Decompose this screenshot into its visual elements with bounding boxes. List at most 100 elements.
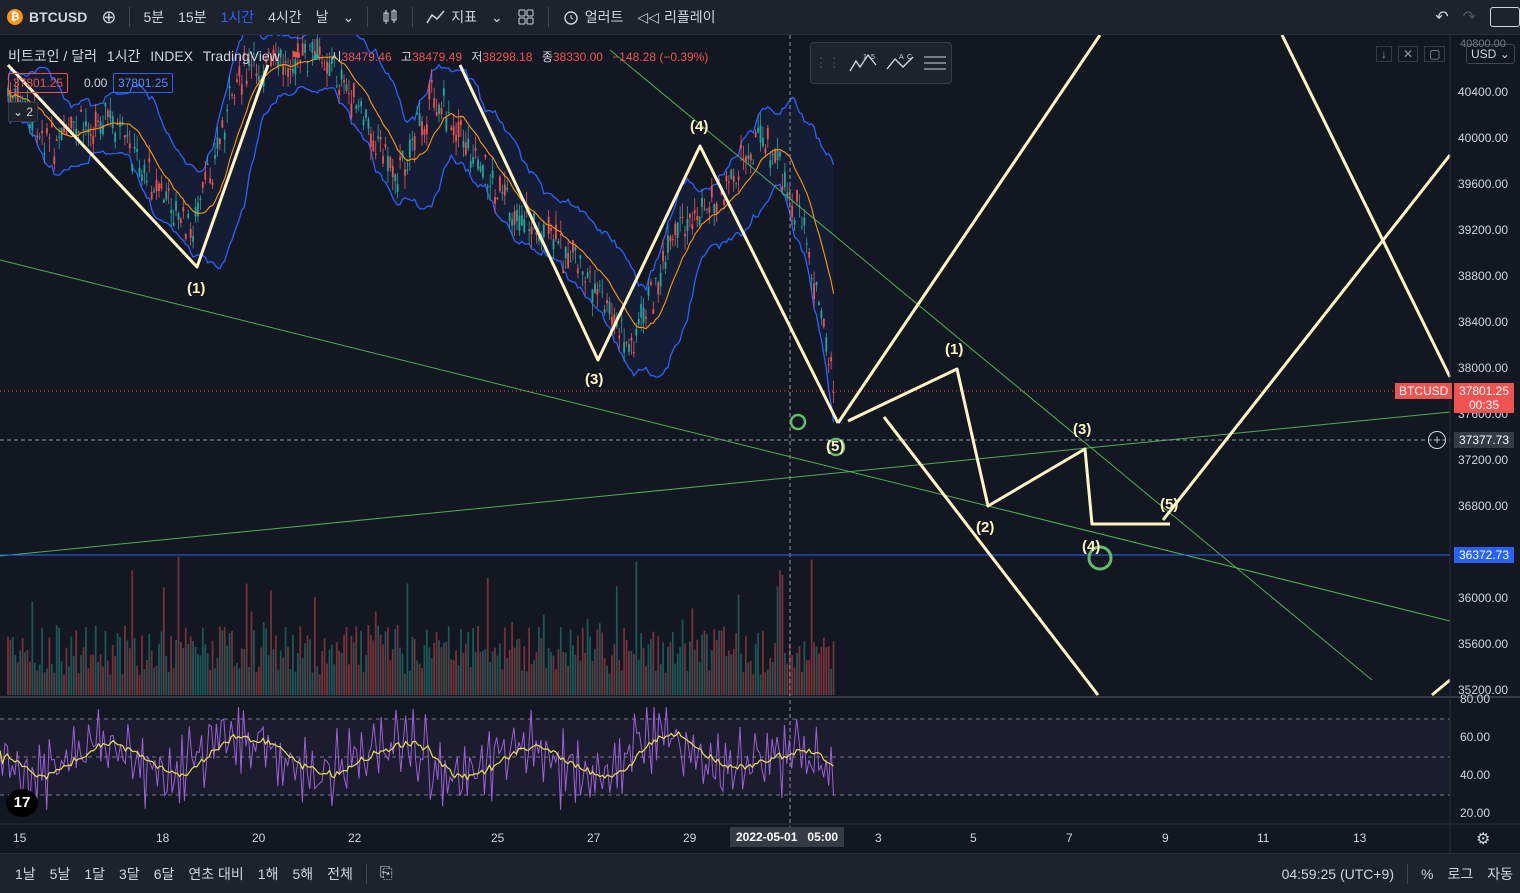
marker-circle[interactable] [826, 437, 846, 457]
range-button[interactable]: 전체 [327, 865, 353, 882]
wave-left-path[interactable] [6, 63, 270, 269]
bid-price-box[interactable]: 37801.25 [8, 73, 69, 93]
wave-label: (3) [585, 371, 603, 388]
range-button[interactable]: 1달 [84, 865, 106, 882]
undo-icon[interactable]: ↶ [1435, 9, 1449, 26]
legend-title[interactable]: 비트코인 / 달러 [8, 48, 97, 64]
crosshair-plus-icon[interactable]: + [1428, 431, 1446, 449]
ask-price-box[interactable]: 37801.25 [113, 73, 174, 93]
trendline-up[interactable] [0, 411, 1451, 557]
indicators-chevron-down-icon[interactable]: ⌄ [491, 8, 503, 25]
volume-bar [445, 641, 448, 695]
percent-toggle[interactable]: % [1421, 865, 1434, 882]
candle-body [579, 255, 582, 259]
volume-bar [330, 644, 333, 695]
candle-body [625, 342, 628, 344]
close-icon[interactable]: ✕ [1398, 46, 1419, 62]
compare-add-icon[interactable]: ⊕ [101, 6, 117, 27]
rsi-axis[interactable]: 80.00 60.00 40.00 20.00 [1450, 690, 1520, 820]
volume-bar [530, 664, 533, 695]
alert-label: 얼러트 [584, 9, 624, 25]
volume-bar [316, 666, 319, 695]
range-button[interactable]: 1해 [257, 865, 279, 882]
wave-channel-tail[interactable] [1431, 678, 1451, 697]
indicators-button[interactable]: 지표 [419, 0, 484, 34]
wave-projection-path[interactable] [847, 367, 1170, 526]
candle-body [9, 90, 12, 105]
tradingview-logo[interactable]: 17 [6, 789, 38, 817]
volume-bar [464, 643, 467, 695]
interval-15m[interactable]: 15분 [178, 9, 207, 25]
interval-1d[interactable]: 날 [315, 9, 329, 25]
price-tick-label: 35200.00 [1458, 683, 1509, 697]
last-price-tag: 37801.25 00:35 [1454, 383, 1514, 413]
volume-bar [508, 649, 511, 695]
layout-grid-icon[interactable] [510, 0, 542, 34]
candle-body [111, 116, 114, 129]
volume-bar [499, 643, 501, 695]
volume-bar [664, 672, 667, 695]
elliott-correction-icon[interactable]: A C [885, 51, 915, 75]
time-axis[interactable]: 15 18 20 22 25 27 29 3 5 7 9 11 13 [0, 825, 1450, 851]
redo-icon[interactable]: ↷ [1462, 9, 1476, 26]
wave-channel-up-1[interactable] [836, 35, 1102, 424]
auto-toggle[interactable]: 자동 [1487, 865, 1513, 882]
volume-bar [735, 633, 738, 695]
candle-body [377, 136, 380, 139]
time-tick-label: 18 [156, 831, 170, 845]
layout-box-icon[interactable] [1483, 0, 1520, 34]
settings-gear-icon[interactable]: ⚙ [1476, 831, 1491, 848]
candle-body [104, 102, 107, 107]
interval-4h[interactable]: 4시간 [268, 9, 302, 25]
candle-body [94, 111, 97, 128]
interval-dropdown-chevron-down-icon[interactable]: ⌄ [342, 8, 355, 25]
marker-circle[interactable] [789, 413, 807, 431]
candle-body [742, 158, 745, 161]
candle-body [815, 281, 818, 286]
candle-body [240, 84, 243, 95]
wave-channel-down-2[interactable] [1280, 35, 1452, 378]
marker-circle[interactable] [1087, 545, 1113, 571]
studies-toggle[interactable]: ⌄ 2 [8, 102, 39, 122]
log-toggle[interactable]: 로그 [1447, 865, 1474, 882]
interval-5m[interactable]: 5분 [143, 9, 165, 25]
candle-body [774, 150, 777, 163]
wave-main-path[interactable] [458, 64, 840, 424]
flag-icon[interactable]: ⚑ [289, 48, 303, 64]
trendline-steep[interactable] [609, 49, 1373, 681]
volume-bar [362, 672, 365, 695]
symbol-search[interactable]: ₿ BTCUSD [0, 0, 94, 34]
candles-style-icon[interactable] [374, 0, 406, 34]
volume-bar [343, 635, 345, 695]
volume-bar [92, 654, 95, 695]
volume-bar [786, 663, 789, 695]
candle-body [345, 84, 348, 91]
range-button[interactable]: 1날 [15, 865, 36, 882]
volume-bar [245, 583, 248, 695]
maximize-icon[interactable]: ▢ [1424, 46, 1446, 62]
rsi-tick-label: 60.00 [1460, 730, 1491, 744]
candle-body [537, 233, 540, 241]
candle-body [762, 137, 764, 147]
range-button[interactable]: 5해 [292, 865, 314, 882]
wave-channel-up-2[interactable] [1161, 154, 1452, 521]
date-range-calendar-icon[interactable]: ⎘ [379, 864, 393, 882]
alert-button[interactable]: 얼러트 [555, 0, 631, 34]
wave-channel-down-1[interactable] [882, 416, 1100, 696]
clock-timezone[interactable]: 04:59:25 (UTC+9) [1281, 865, 1395, 882]
chart-area[interactable]: (1) (3) (4) (5) (1) (2) (3) (4) (5) [0, 35, 1520, 853]
volume-bar [715, 639, 718, 695]
range-button[interactable]: 3달 [119, 865, 140, 882]
interval-1h[interactable]: 1시간 [220, 9, 255, 25]
currency-selector[interactable]: USD ⌄ [1466, 44, 1515, 64]
menu-lines-icon[interactable] [922, 53, 948, 73]
drag-handle-icon[interactable]: ⋮⋮ [814, 55, 841, 70]
range-button[interactable]: 6달 [153, 865, 175, 882]
collapse-arrow-icon[interactable]: ↓ [1376, 46, 1392, 62]
replay-button[interactable]: ◁◁ 리플레이 [630, 0, 722, 34]
range-button[interactable]: 5날 [49, 865, 71, 882]
range-button[interactable]: 연초 대비 [188, 865, 244, 882]
volume-bar [21, 638, 24, 695]
volume-bar [348, 664, 350, 695]
elliott-impulse-icon[interactable]: 1 5 [848, 51, 878, 75]
